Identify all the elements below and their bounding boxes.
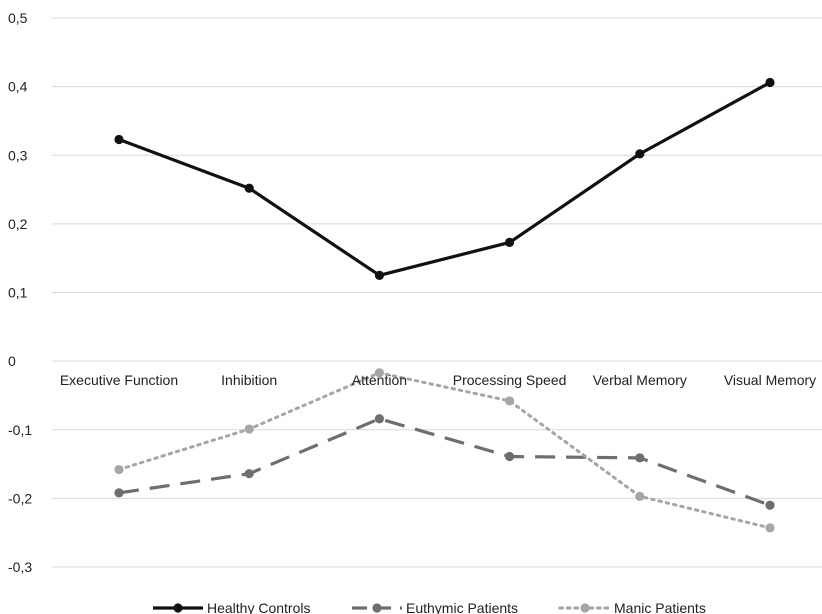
legend: Healthy Controls Euthymic Patients Manic P… — [153, 600, 706, 614]
legend-label: Healthy Controls — [207, 600, 311, 614]
data-point — [114, 488, 124, 498]
y-tick-label: 0 — [8, 353, 16, 369]
gridlines — [52, 17, 822, 568]
data-point — [114, 134, 124, 145]
category-label: Verbal Memory — [593, 372, 687, 388]
y-tick-label: -0,2 — [8, 490, 32, 506]
data-point — [374, 368, 384, 378]
y-tick-label: 0,1 — [8, 285, 28, 301]
category-label: Inhibition — [221, 372, 277, 388]
data-point — [765, 523, 775, 533]
y-tick-label: -0,3 — [8, 559, 32, 575]
data-point — [505, 396, 515, 406]
data-point — [765, 77, 775, 88]
data-point — [505, 237, 515, 248]
data-point — [244, 183, 254, 193]
data-point — [244, 424, 254, 434]
data-point — [505, 451, 515, 462]
data-point — [374, 270, 384, 280]
series-lines — [114, 77, 775, 533]
data-point — [114, 464, 124, 475]
data-point — [635, 453, 645, 463]
legend-label: Euthymic Patients — [406, 600, 518, 614]
category-labels: Executive Function Inhibition Attention Pro… — [60, 372, 816, 388]
y-tick-label: 0,3 — [8, 147, 28, 163]
series-line-3 — [117, 371, 772, 530]
y-tick-label: 0,2 — [8, 216, 28, 232]
category-label: Attention — [352, 372, 407, 388]
series-line-1 — [118, 81, 771, 277]
category-label: Processing Speed — [453, 372, 567, 388]
data-point — [765, 500, 775, 510]
data-point — [244, 469, 254, 479]
data-point — [374, 414, 384, 424]
data-point — [635, 149, 645, 159]
legend-swatch-marker — [372, 603, 382, 613]
y-tick-label: -0,1 — [8, 422, 32, 438]
category-label: Visual Memory — [724, 372, 816, 388]
data-point — [635, 491, 645, 501]
y-axis-tick-labels: 0,5 0,4 0,3 0,2 0,1 0 -0,1 -0,2 -0,3 — [8, 10, 32, 575]
y-tick-label: 0,5 — [8, 10, 28, 26]
legend-swatch-marker — [173, 603, 183, 613]
series-line-2 — [118, 417, 771, 507]
legend-swatch-marker — [580, 603, 590, 613]
y-tick-label: 0,4 — [8, 79, 28, 95]
legend-label: Manic Patients — [614, 600, 706, 614]
category-label: Executive Function — [60, 372, 178, 388]
